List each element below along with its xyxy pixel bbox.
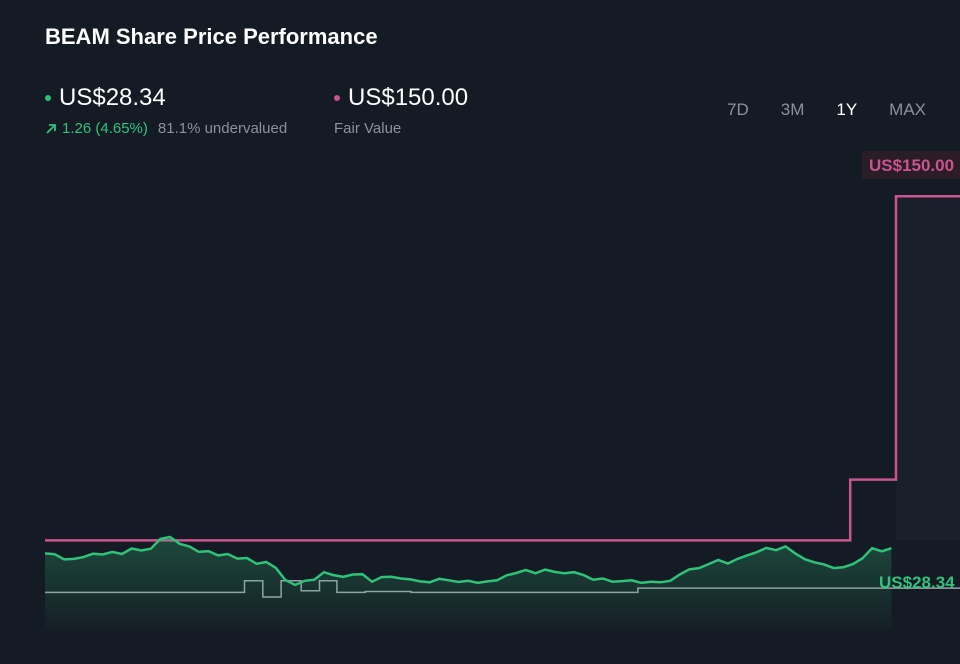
valuation-text: 81.1% undervalued <box>157 120 288 137</box>
fair-value-end-label: US$150.00 <box>869 156 954 175</box>
price-subline: 1.26 (4.65%) 81.1% undervalued <box>45 120 287 137</box>
range-3m-button[interactable]: 3M <box>780 100 805 119</box>
range-1y-button[interactable]: 1Y <box>836 100 858 119</box>
fair-value-label: Fair Value <box>334 120 402 137</box>
current-price: US$28.34 <box>45 84 287 112</box>
range-7d-button[interactable]: 7D <box>727 100 749 119</box>
chart-title: BEAM Share Price Performance <box>45 24 378 49</box>
price-end-label: US$28.34 <box>879 573 955 592</box>
fair-value-summary: US$150.00 Fair Value <box>334 84 468 137</box>
fair-value-label-bg <box>862 151 960 179</box>
current-price-value: US$28.34 <box>59 84 166 111</box>
arrow-up-right-icon <box>46 123 56 134</box>
fair-value-area <box>896 196 960 540</box>
fair-value-line <box>45 195 960 542</box>
range-max-button[interactable]: MAX <box>889 100 926 119</box>
fair-value: US$150.00 <box>334 84 468 112</box>
price-line <box>44 535 892 587</box>
price-summary: US$28.34 1.26 (4.65%) 81.1% undervalued <box>45 84 287 137</box>
price-change: 1.26 (4.65%) <box>45 120 148 137</box>
price-change-value: 1.26 (4.65%) <box>62 120 148 137</box>
range-selector: 7D 3M 1Y MAX <box>711 98 942 122</box>
fair-value-amount: US$150.00 <box>348 84 469 111</box>
price-area <box>45 536 892 630</box>
fair-value-dot-icon <box>334 95 340 101</box>
price-dot-icon <box>45 95 51 101</box>
